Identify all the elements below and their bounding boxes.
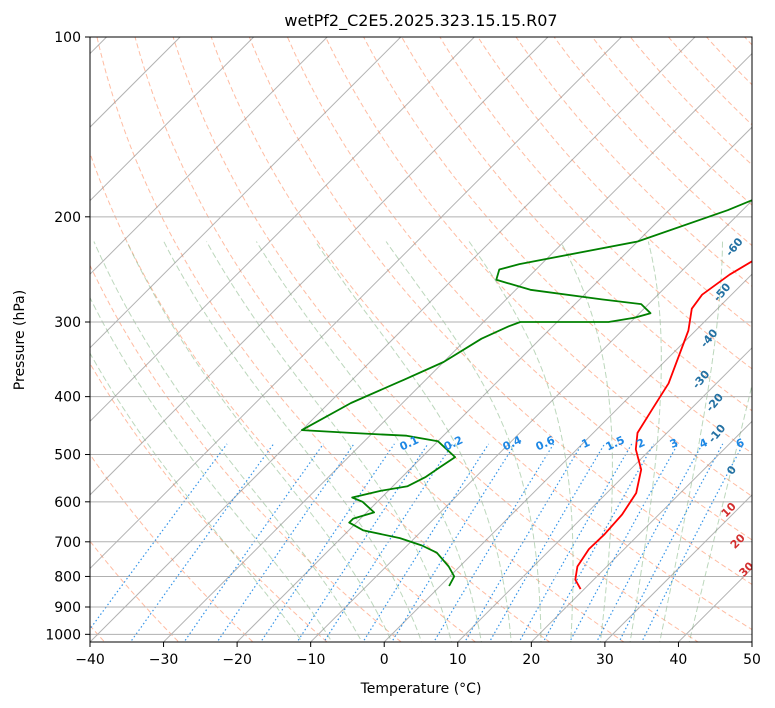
moist-adiabat-line [90, 296, 333, 642]
y-tick-label: 500 [54, 448, 81, 464]
dry-adiabat-line [96, 37, 551, 642]
mixing-ratio-line [569, 443, 679, 642]
sounding-traces [301, 199, 752, 590]
mixing-ratio-line [518, 443, 633, 642]
isotherm-line [236, 126, 752, 642]
y-axis-title: Pressure (hPa) [12, 290, 28, 390]
pressure-gridlines [90, 37, 752, 635]
dewpoint-trace [301, 199, 752, 587]
y-tick-label: 300 [54, 315, 81, 331]
mixing-ratio-line [183, 443, 324, 642]
x-tick-label: 50 [743, 652, 761, 668]
isotherm-line [163, 52, 752, 642]
moist-adiabat-line [315, 241, 512, 642]
y-axis: 100 200 300 400 500 600 700 800 900 1000 [45, 30, 90, 643]
dry-adiabat-line [439, 37, 752, 370]
mixing-ratio-line [362, 443, 490, 642]
isotherm-line [90, 37, 255, 202]
dry-adiabat-line [515, 37, 752, 287]
x-tick-label: 10 [449, 652, 467, 668]
isotherm-line [383, 273, 752, 642]
temperature-trace [574, 260, 752, 590]
moist-adiabat-line [659, 241, 723, 642]
chart-title: wetPf2_C2E5.2025.323.15.15.R07 [284, 11, 557, 31]
dry-adiabat-label: -70 [748, 177, 771, 201]
isotherm-line [90, 37, 328, 275]
mixing-ratio-line [323, 443, 454, 642]
isotherm-line [90, 37, 549, 496]
y-tick-label: 400 [54, 390, 81, 406]
mixing-ratio-line [129, 443, 275, 642]
mixing-ratio-line [433, 443, 555, 642]
x-tick-label: −40 [75, 652, 105, 668]
dry-adiabat-line [134, 37, 625, 642]
moist-adiabat-line [163, 241, 423, 642]
moist-adiabat-line [468, 241, 574, 642]
dry-adiabat-line [90, 540, 180, 642]
dry-adiabat-line [324, 37, 752, 497]
dry-adiabat-line [90, 151, 477, 642]
moist-adiabat-line [560, 241, 613, 642]
mixing-ratio-line [260, 443, 395, 642]
dry-adiabat-line [401, 37, 752, 412]
x-tick-label: −30 [149, 652, 179, 668]
mixing-ratio-line [216, 443, 355, 642]
mixing-ratio-line [488, 443, 606, 642]
x-tick-label: 0 [380, 652, 389, 668]
isotherm-line [457, 347, 752, 642]
dry-adiabat-line [172, 37, 699, 642]
background-lines [90, 37, 752, 642]
y-tick-label: 800 [54, 569, 81, 585]
isotherm-line [90, 37, 475, 423]
moist-adiabat-line [126, 241, 393, 642]
plot-background [90, 37, 752, 642]
y-tick-label: 200 [54, 210, 81, 226]
x-tick-label: 40 [670, 652, 688, 668]
dry-adiabat-line [90, 264, 403, 642]
mixing-ratio-line [296, 443, 429, 642]
isotherm-line [90, 37, 402, 349]
isotherm-line [530, 420, 752, 642]
y-tick-label: 1000 [45, 627, 81, 643]
moist-adiabat-line [385, 241, 542, 642]
moist-adiabat-line [90, 352, 303, 642]
isotherm-line [90, 37, 622, 570]
mixing-ratio-line [464, 443, 583, 642]
dry-adiabat-line [363, 37, 752, 454]
isotherm-line [604, 494, 752, 642]
y-tick-label: 600 [54, 495, 81, 511]
dry-adiabat-line [629, 37, 752, 166]
y-tick-label: 700 [54, 535, 81, 551]
moist-adiabat-line [93, 241, 363, 642]
x-axis-title: Temperature (°C) [360, 681, 482, 697]
y-tick-label: 100 [54, 30, 81, 46]
dry-adiabat-line [248, 37, 752, 586]
moist-adiabat-line [688, 382, 752, 642]
x-tick-label: 20 [522, 652, 540, 668]
plot-frame [89, 36, 753, 643]
mixing-ratio-line [542, 443, 655, 642]
x-axis: −40 −30 −20 −10 0 10 20 30 40 50 [75, 642, 761, 668]
x-tick-label: −20 [222, 652, 252, 668]
dry-adiabat-line [90, 453, 254, 642]
moist-adiabat-line [255, 241, 482, 642]
y-tick-label: 900 [54, 600, 81, 616]
isotherm-line [90, 37, 696, 642]
x-tick-label: 30 [596, 652, 614, 668]
dry-adiabat-line [553, 37, 752, 247]
dry-adiabat-line [210, 37, 752, 631]
x-tick-label: −10 [296, 652, 326, 668]
